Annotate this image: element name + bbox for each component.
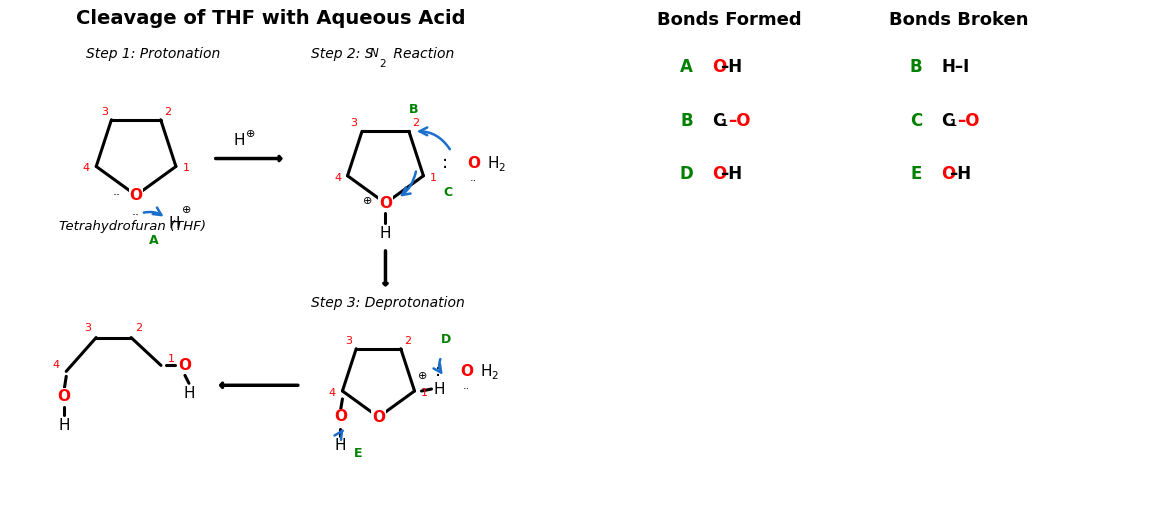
Text: O: O [130, 188, 142, 203]
Text: –H: –H [950, 166, 972, 183]
Text: H: H [487, 156, 499, 171]
Text: 4: 4 [83, 164, 90, 173]
Text: Step 2: S: Step 2: S [311, 47, 373, 61]
Text: O: O [179, 358, 192, 373]
Text: O: O [711, 166, 726, 183]
Text: ⊕: ⊕ [182, 205, 192, 215]
Text: :: : [443, 154, 449, 173]
Text: ··: ·· [470, 176, 477, 186]
Text: H: H [234, 133, 244, 148]
Text: O: O [941, 166, 955, 183]
Text: C: C [941, 112, 953, 130]
Text: 2: 2 [492, 371, 498, 382]
Text: 1: 1 [420, 388, 427, 398]
Text: H: H [168, 216, 180, 231]
Text: B: B [910, 58, 923, 76]
Text: 4: 4 [329, 388, 336, 398]
Text: ⊕: ⊕ [363, 196, 373, 206]
Text: Step 1: Protonation: Step 1: Protonation [86, 47, 221, 61]
Text: H–I: H–I [941, 58, 969, 76]
Text: :: : [436, 362, 442, 380]
Text: 4: 4 [53, 360, 60, 370]
Text: E: E [911, 166, 922, 183]
Text: ··: ·· [113, 189, 121, 202]
Text: 1: 1 [430, 173, 437, 183]
Text: ₁: ₁ [719, 112, 728, 130]
Text: H: H [183, 386, 195, 401]
Text: H: H [58, 418, 70, 432]
Text: Step 3: Deprotonation: Step 3: Deprotonation [311, 296, 465, 310]
Text: E: E [354, 447, 362, 460]
Text: 3: 3 [350, 118, 357, 129]
Text: ··: ·· [463, 384, 470, 394]
Text: 2: 2 [404, 336, 411, 346]
Text: 2: 2 [499, 164, 505, 173]
Text: Tetrahydrofuran (THF): Tetrahydrofuran (THF) [60, 220, 207, 233]
Text: O: O [711, 58, 726, 76]
Text: ⊕: ⊕ [418, 371, 427, 381]
Text: H: H [380, 226, 391, 241]
Text: 1: 1 [167, 355, 174, 364]
Text: Bonds Formed: Bonds Formed [658, 11, 802, 29]
Text: C: C [910, 112, 923, 130]
Text: D: D [680, 166, 694, 183]
Text: 4: 4 [334, 173, 341, 183]
Text: Bonds Broken: Bonds Broken [889, 11, 1029, 29]
Text: 2: 2 [412, 118, 419, 129]
Text: ⊕: ⊕ [246, 129, 256, 139]
Text: O: O [378, 196, 392, 211]
Text: 2: 2 [135, 323, 142, 333]
Text: O: O [57, 389, 71, 404]
Text: –H: –H [719, 58, 742, 76]
Text: B: B [409, 103, 418, 116]
Text: O: O [371, 409, 385, 425]
Text: N: N [370, 47, 378, 60]
Text: A: A [150, 234, 159, 246]
Text: C: C [444, 186, 453, 199]
Text: 1: 1 [182, 164, 189, 173]
Text: 3: 3 [85, 323, 91, 333]
Text: 2: 2 [165, 107, 172, 117]
Text: ₁: ₁ [950, 112, 957, 130]
Text: H: H [335, 438, 346, 453]
Text: Reaction: Reaction [389, 47, 454, 61]
Text: A: A [680, 58, 693, 76]
Text: Cleavage of THF with Aqueous Acid: Cleavage of THF with Aqueous Acid [76, 9, 466, 28]
Text: H: H [480, 364, 492, 379]
Text: D: D [442, 333, 452, 346]
Text: 2: 2 [378, 59, 385, 69]
Text: 3: 3 [345, 336, 352, 346]
Text: –O: –O [958, 112, 980, 130]
Text: B: B [681, 112, 693, 130]
Text: C: C [711, 112, 724, 130]
Text: 3: 3 [100, 107, 107, 117]
Text: ··: ·· [132, 209, 140, 221]
Text: H: H [433, 382, 445, 397]
Text: –H: –H [719, 166, 742, 183]
Text: O: O [467, 156, 480, 171]
Text: O: O [460, 364, 473, 379]
Text: O: O [334, 409, 347, 424]
Text: –O: –O [728, 112, 751, 130]
